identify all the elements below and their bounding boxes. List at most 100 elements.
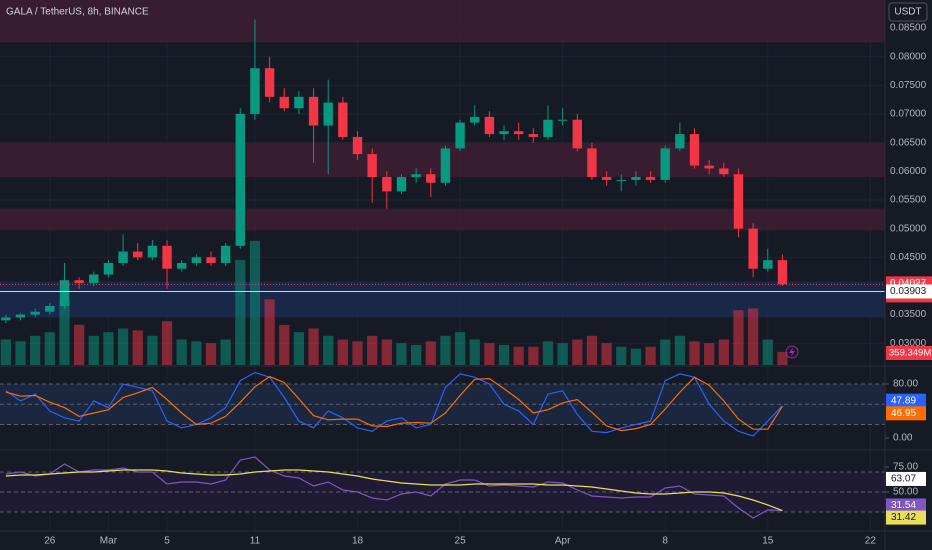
volume-bar [733,310,744,365]
y-tick-label: 0.08500 [890,23,927,34]
candle-body [147,245,158,258]
volume-bar [264,299,275,365]
x-tick-label: 26 [44,536,56,547]
candle-body [103,263,114,275]
candle-body [470,116,480,123]
indicator-line [5,375,783,432]
volume-bar [586,335,598,365]
indicator-line [5,469,783,512]
y-tick-label: 0.00 [893,433,913,444]
chart-title: GALA / TetherUS, 8h, BINANCE [6,7,149,18]
volume-label: 359.349M [889,348,931,359]
candle-body [15,314,26,318]
candle-body [133,251,143,258]
volume-bar [704,343,715,365]
x-tick-label: 18 [352,536,364,547]
marker-label: 63.07 [891,474,916,485]
value-tag [886,406,926,421]
candle-body [220,245,231,264]
price-line-label: 0.03903 [890,286,927,297]
y-tick-label: 0.06500 [890,137,927,148]
value-tag [886,498,926,513]
volume-bar [777,351,788,365]
candle-body [206,257,216,264]
volume-bar [513,346,524,365]
volume-bar [645,346,656,365]
x-tick-label: 8 [662,536,668,547]
volume-bar [498,344,510,365]
candle-body [264,68,275,97]
last-price-label: 0.04027 [890,278,927,289]
candle-body [74,280,84,284]
volume-bar [30,335,41,365]
candle-body [777,260,788,285]
volume-bar [337,339,348,365]
alert-icon[interactable] [785,345,799,359]
volume-bar [367,335,378,365]
volume-bar [674,335,685,365]
volume-bar [220,339,231,365]
candle-body [455,122,465,149]
volume-tag [886,346,932,360]
currency-box[interactable] [888,2,928,22]
candle-body [484,116,495,135]
volume-bar [396,343,407,365]
candle-body [645,177,656,180]
candle-body [719,168,729,175]
candle-body [426,174,436,183]
candle-body [1,317,11,321]
indicator-line [5,456,783,519]
value-label: 31.54 [891,500,916,511]
candle-body [689,134,700,166]
candle-body [367,154,377,178]
volume-bar [484,343,495,365]
currency-label[interactable]: USDT [894,7,921,18]
volume-bar [762,339,773,365]
volume-bar [235,259,246,365]
candle-body [308,96,319,126]
y-tick-label: 50.00 [893,487,918,498]
candle-body [30,311,40,315]
volume-bar [132,330,143,365]
candle-body [660,148,670,180]
value-label: 31.42 [891,512,916,523]
candle-body [191,257,202,264]
candle-body [748,228,758,269]
candle-body [557,119,568,121]
candle-body [631,177,641,180]
volume-bar [88,335,99,365]
volume-bar [44,332,55,365]
candle-body [528,134,539,137]
zone [0,0,885,43]
volume-bar [0,339,11,365]
y-tick-label: 0.08000 [890,51,927,62]
y-tick-label: 0.03000 [890,338,927,349]
candle-body [601,177,612,180]
candle-body [411,174,421,178]
x-tick-label: Mar [100,536,118,547]
volume-bar [557,343,568,365]
candle-body [733,174,744,229]
volume-bar [542,341,554,365]
volume-bar [176,339,187,365]
price-pane [0,0,885,365]
candle-body [162,245,172,269]
volume-bar [616,346,627,365]
volume-bar [748,308,759,365]
volume-bar [630,348,642,365]
volume-bar [279,324,290,365]
candle-body [499,131,509,135]
volume-bar [308,328,319,365]
zone [0,208,885,231]
candle-body [382,177,392,192]
candle-body [572,119,582,149]
x-tick-label: 22 [865,536,877,547]
candle-body [338,102,348,137]
x-tick-label: 15 [762,536,774,547]
y-tick-label: 75.00 [893,462,918,473]
value-tag [886,510,926,525]
candle-body [675,134,685,149]
alert-icon-bolt[interactable] [789,347,795,357]
volume-bar [73,324,85,365]
